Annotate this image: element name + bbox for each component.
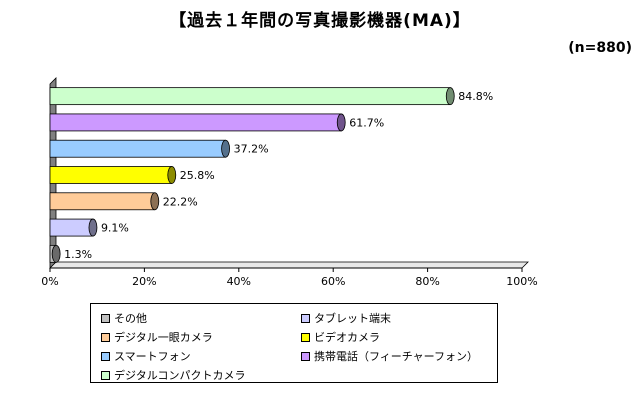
legend-swatch <box>301 351 310 361</box>
legend-label: ビデオカメラ <box>314 331 380 344</box>
bar-value-label: 84.8% <box>458 90 493 103</box>
bar <box>49 218 94 237</box>
legend-swatch <box>101 351 110 361</box>
x-tick-label: 40% <box>227 275 251 288</box>
bar-end-cap <box>221 139 230 158</box>
bar-value-label: 25.8% <box>180 169 215 182</box>
x-tick-label: 20% <box>132 275 156 288</box>
legend-item: スマートフォン <box>101 348 191 364</box>
bar-value-label: 61.7% <box>349 116 384 129</box>
plot-floor <box>49 261 529 269</box>
chart-legend: その他 タブレット端末デジタル一眼カメラ ビデオカメラスマートフォン 携帯電話（フィー… <box>90 303 498 383</box>
bar-end-cap <box>336 113 346 132</box>
bar <box>49 87 451 106</box>
legend-item: 携帯電話（フィーチャーフォン） <box>301 348 478 364</box>
bar-value-label: 22.2% <box>163 195 198 208</box>
bar <box>49 166 173 184</box>
legend-swatch <box>101 370 110 380</box>
legend-label: デジタルコンパクトカメラ <box>114 369 246 382</box>
bar <box>49 192 156 211</box>
x-tick-label: 100% <box>506 275 537 288</box>
legend-label: 携帯電話（フィーチャーフォン） <box>314 350 479 363</box>
legend-item: タブレット端末 <box>301 310 391 326</box>
legend-label: スマートフォン <box>114 350 191 363</box>
x-tick-label: 80% <box>415 275 439 288</box>
bar-value-label: 9.1% <box>101 222 129 235</box>
bar-end-cap <box>51 244 61 263</box>
plot-top-edge <box>50 78 528 84</box>
x-tick-label: 0% <box>41 275 58 288</box>
x-tick-label: 60% <box>321 275 345 288</box>
bar-end-cap <box>167 166 177 184</box>
legend-label: デジタル一眼カメラ <box>114 331 213 344</box>
bar-value-label: 37.2% <box>234 143 269 156</box>
bar-end-cap <box>88 218 98 237</box>
legend-swatch <box>301 332 310 342</box>
legend-swatch <box>101 313 110 323</box>
bar <box>49 139 226 158</box>
legend-item: その他 <box>101 310 147 326</box>
legend-label: その他 <box>114 312 147 325</box>
legend-item: デジタルコンパクトカメラ <box>101 367 246 383</box>
sample-size-label: (n=880) <box>568 40 632 56</box>
bar-value-label: 1.3% <box>64 248 92 261</box>
legend-item: ビデオカメラ <box>301 329 380 345</box>
bar <box>49 113 342 132</box>
bar-end-cap <box>445 87 455 106</box>
bar-end-cap <box>150 192 160 211</box>
legend-label: タブレット端末 <box>314 312 391 325</box>
chart-title: 【過去１年間の写真撮影機器(MA)】 <box>169 11 471 31</box>
legend-swatch <box>101 332 110 342</box>
legend-swatch <box>301 313 310 323</box>
legend-item: デジタル一眼カメラ <box>101 329 213 345</box>
